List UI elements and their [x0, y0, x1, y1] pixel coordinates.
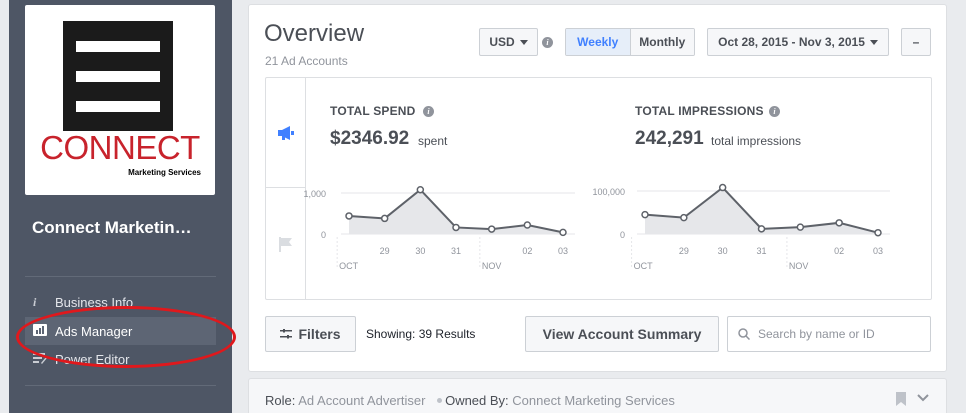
data-point	[835, 219, 843, 227]
overview-card: Overview 21 Ad Accounts USD i Weekly Mon…	[248, 4, 947, 372]
month-label: OCT	[634, 261, 654, 271]
sidebar-item-label: Ads Manager	[55, 323, 133, 339]
data-point	[874, 228, 882, 237]
metric-tabs	[266, 78, 306, 299]
x-tick-label: 29	[380, 246, 390, 256]
x-tick-label: 03	[558, 246, 568, 256]
account-meta: Role: Ad Account Advertiser Owned By: Co…	[265, 393, 675, 408]
sidebar-item-ads-manager[interactable]: Ads Manager	[25, 317, 216, 345]
total-impressions-label: TOTAL IMPRESSIONS	[635, 104, 764, 118]
data-point	[416, 185, 425, 194]
series-area	[645, 187, 878, 234]
tab-weekly[interactable]: Weekly	[566, 29, 631, 55]
collapse-button[interactable]: –	[901, 28, 931, 56]
data-point	[757, 225, 766, 233]
currency-dropdown[interactable]: USD	[479, 28, 538, 56]
chevron-down-icon[interactable]	[917, 394, 929, 402]
sidebar: CONNECT Marketing Services Connect Marke…	[9, 0, 232, 413]
y-tick-label: 0	[620, 230, 625, 240]
chevron-down-icon	[519, 39, 528, 45]
data-point	[345, 212, 353, 220]
search-icon	[738, 328, 750, 340]
search-input[interactable]	[758, 327, 928, 341]
logo-tagline: Marketing Services	[128, 168, 201, 177]
flag-icon[interactable]	[266, 188, 306, 299]
y-tick-label: 100,000	[592, 187, 625, 197]
info-icon[interactable]: i	[423, 106, 434, 117]
total-spend-unit: spent	[418, 134, 448, 148]
currency-label: USD	[489, 35, 515, 49]
impressions-chart: 0 100,000 29 30 31 02 03 OCT NOV	[592, 183, 890, 271]
series-area	[349, 189, 563, 234]
data-point	[680, 213, 688, 222]
data-point	[718, 183, 727, 192]
metrics-panel: TOTAL SPEND i $2346.92 spent 0 1,000 29 30 3…	[265, 77, 932, 300]
filters-button[interactable]: Filters	[265, 316, 356, 352]
sidebar-item-business-info[interactable]: i Business Info	[25, 288, 216, 316]
date-range-label: Oct 28, 2015 - Nov 3, 2015	[718, 35, 865, 49]
page-title: Overview	[264, 20, 365, 47]
x-tick-label: 02	[834, 246, 844, 256]
month-label: NOV	[789, 261, 809, 271]
x-tick-label: 31	[756, 246, 766, 256]
y-tick-label: 1,000	[303, 189, 326, 199]
account-row[interactable]: Role: Ad Account Advertiser Owned By: Co…	[248, 378, 947, 413]
filter-icon	[280, 329, 293, 339]
chevron-down-icon	[869, 39, 878, 45]
results-count: Showing: 39 Results	[366, 327, 476, 341]
x-tick-label: 02	[522, 246, 532, 256]
info-icon: i	[33, 294, 37, 309]
info-icon[interactable]: i	[769, 106, 780, 117]
sidebar-item-power-editor[interactable]: Power Editor	[25, 345, 216, 373]
bar-chart-icon	[33, 323, 55, 339]
megaphone-icon[interactable]	[266, 78, 306, 188]
search-box[interactable]	[727, 316, 931, 352]
total-spend-value: $2346.92	[330, 128, 410, 149]
data-point	[559, 228, 567, 237]
date-range-dropdown[interactable]: Oct 28, 2015 - Nov 3, 2015	[707, 28, 889, 56]
x-tick-label: 30	[718, 246, 728, 256]
spend-chart: 0 1,000 29 30 31 02 03 OCT NOV	[303, 185, 575, 271]
x-tick-label: 31	[451, 246, 461, 256]
x-tick-label: 30	[415, 246, 425, 256]
filters-label: Filters	[298, 326, 341, 342]
data-point	[380, 214, 389, 223]
page-logo[interactable]: CONNECT Marketing Services	[25, 5, 215, 195]
x-tick-label: 29	[679, 246, 689, 256]
x-tick-label: 03	[873, 246, 883, 256]
logo-wordmark: CONNECT	[40, 129, 200, 166]
data-point	[523, 221, 532, 229]
power-editor-icon	[33, 352, 55, 367]
view-account-summary-button[interactable]: View Account Summary	[525, 316, 719, 352]
ad-accounts-count: 21 Ad Accounts	[265, 54, 348, 68]
tab-monthly[interactable]: Monthly	[630, 29, 694, 55]
data-point	[641, 210, 649, 219]
bookmark-icon[interactable]	[896, 392, 906, 406]
data-point	[452, 223, 460, 232]
data-point	[796, 223, 805, 231]
page-name[interactable]: Connect Marketin…	[32, 218, 192, 237]
total-spend-label: TOTAL SPEND	[330, 104, 416, 118]
sidebar-item-label: Power Editor	[55, 351, 130, 367]
y-tick-label: 0	[321, 230, 326, 240]
sidebar-divider	[25, 276, 216, 277]
total-impressions-unit: total impressions	[711, 134, 802, 148]
data-point	[487, 225, 496, 233]
info-icon[interactable]: i	[542, 37, 553, 48]
month-label: NOV	[482, 261, 502, 271]
role-value: Ad Account Advertiser	[298, 393, 426, 408]
owner-value: Connect Marketing Services	[512, 393, 675, 408]
sidebar-divider	[25, 385, 216, 386]
total-impressions-value: 242,291	[635, 128, 704, 149]
sidebar-item-label: Business Info	[55, 294, 134, 310]
month-label: OCT	[339, 261, 359, 271]
period-toggle: Weekly Monthly	[565, 28, 695, 56]
logo-mark	[63, 21, 173, 131]
